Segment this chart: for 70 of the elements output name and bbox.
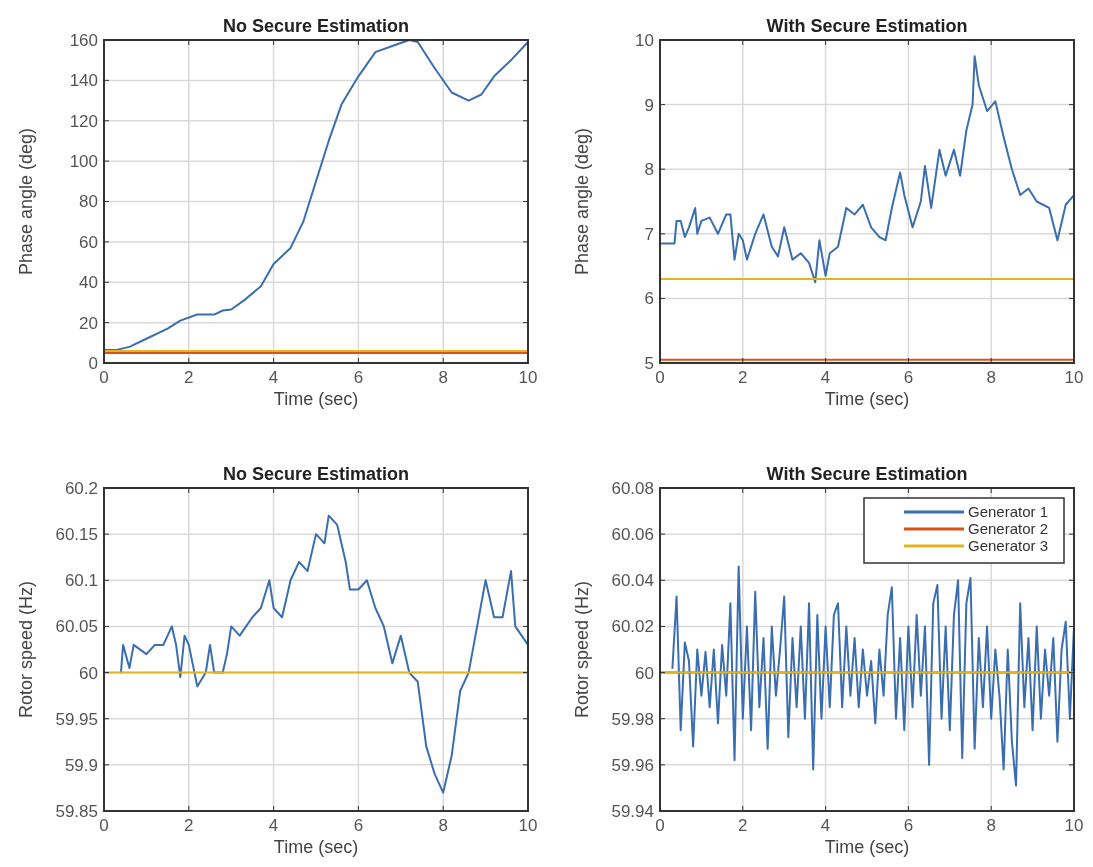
line-series <box>103 39 529 351</box>
x-tick-label: 2 <box>738 368 748 387</box>
x-tick-label: 6 <box>903 368 914 387</box>
x-tick-label: 4 <box>820 368 831 387</box>
y-tick-label: 60 <box>79 232 98 252</box>
x-tick-label: 6 <box>903 816 914 835</box>
x-axis-title: Time (sec) <box>273 837 359 857</box>
y-tick-label: 40 <box>79 273 98 293</box>
y-tick-label: 59.98 <box>611 709 654 729</box>
y-tick-label: 60.05 <box>55 617 98 637</box>
x-tick-label: 2 <box>184 368 194 387</box>
x-tick-label: 10 <box>1064 368 1084 387</box>
chart-title: With Secure Estimation <box>766 464 968 484</box>
chart-title: No Secure Estimation <box>222 16 410 36</box>
y-tick-label: 59.94 <box>611 801 654 821</box>
y-tick-label: 20 <box>79 313 98 333</box>
x-tick-label: 8 <box>986 816 996 835</box>
x-tick-label: 2 <box>184 816 194 835</box>
y-tick-label: 60.04 <box>611 571 654 591</box>
y-tick-label: 59.9 <box>64 755 98 775</box>
x-tick-label: 10 <box>518 368 538 387</box>
line-series <box>671 565 1075 787</box>
x-tick-label: 6 <box>353 816 364 835</box>
x-tick-label: 10 <box>1064 816 1084 835</box>
y-tick-label: 0 <box>88 353 98 373</box>
x-tick-label: 4 <box>268 368 279 387</box>
y-axis-title: Phase angle (deg) <box>572 127 592 276</box>
y-tick-label: 9 <box>644 95 654 115</box>
x-tick-label: 8 <box>438 368 448 387</box>
y-tick-label: 60.1 <box>64 571 98 591</box>
y-tick-label: 60 <box>79 663 98 683</box>
line-series <box>659 55 1075 284</box>
y-tick-label: 80 <box>79 192 98 212</box>
x-tick-label: 10 <box>518 816 538 835</box>
x-axis-title: Time (sec) <box>824 389 910 409</box>
y-tick-label: 10 <box>635 30 654 50</box>
x-axis-title: Time (sec) <box>824 837 910 857</box>
x-tick-label: 2 <box>738 816 748 835</box>
legend-label: Generator 3 <box>968 537 1049 554</box>
y-tick-label: 60.15 <box>55 525 98 545</box>
y-tick-label: 60.2 <box>64 478 98 498</box>
y-tick-label: 60.06 <box>611 525 654 545</box>
y-tick-label: 7 <box>644 224 654 244</box>
y-tick-label: 59.95 <box>55 709 98 729</box>
x-axis-title: Time (sec) <box>273 389 359 409</box>
y-tick-label: 6 <box>644 289 654 309</box>
y-tick-label: 140 <box>69 71 98 91</box>
y-tick-label: 59.85 <box>55 801 98 821</box>
chart-title: No Secure Estimation <box>222 464 410 484</box>
x-tick-label: 6 <box>353 368 364 387</box>
y-axis-title: Rotor speed (Hz) <box>572 580 592 719</box>
x-tick-label: 4 <box>268 816 279 835</box>
y-tick-label: 60 <box>635 663 654 683</box>
legend-label: Generator 2 <box>968 520 1049 537</box>
y-tick-label: 5 <box>644 353 654 373</box>
y-tick-label: 60.02 <box>611 617 654 637</box>
x-tick-label: 4 <box>820 816 831 835</box>
chart-title: With Secure Estimation <box>766 16 968 36</box>
y-tick-label: 8 <box>644 160 654 180</box>
x-tick-label: 8 <box>986 368 996 387</box>
y-axis-title: Phase angle (deg) <box>16 127 36 276</box>
line-series <box>119 514 529 794</box>
y-tick-label: 120 <box>69 111 98 131</box>
y-tick-label: 59.96 <box>611 755 654 775</box>
legend-label: Generator 1 <box>968 503 1049 520</box>
x-tick-label: 8 <box>438 816 448 835</box>
y-tick-label: 160 <box>69 30 98 50</box>
y-tick-label: 60.08 <box>611 478 654 498</box>
y-axis-title: Rotor speed (Hz) <box>16 580 36 719</box>
y-tick-label: 100 <box>69 152 98 172</box>
